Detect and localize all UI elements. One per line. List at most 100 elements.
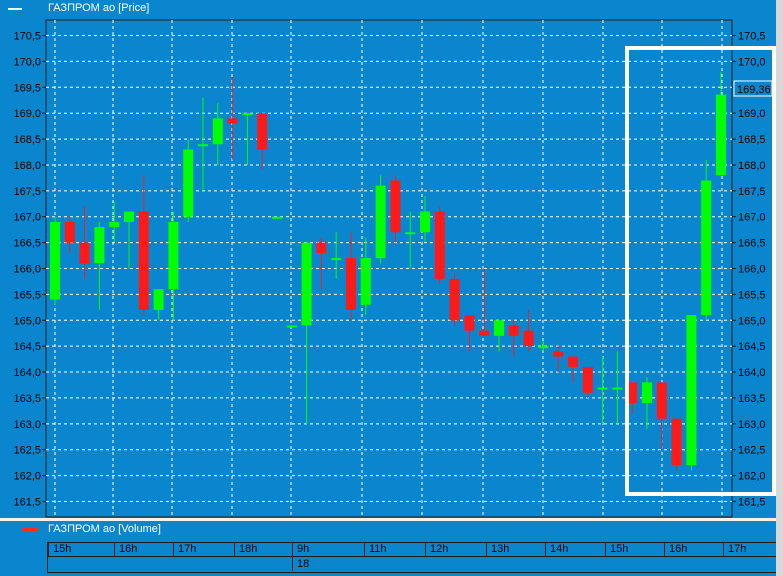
candle-body xyxy=(434,211,445,279)
y-tick-label-left: 167,0 xyxy=(13,212,41,224)
candle-body xyxy=(227,118,238,124)
y-tick-label-left: 168,5 xyxy=(13,134,41,146)
candle-body xyxy=(272,216,282,219)
y-tick-label-right: 166,0 xyxy=(738,264,766,276)
candle-body xyxy=(331,258,342,261)
y-tick-label-right: 168,5 xyxy=(738,134,766,146)
y-tick-label-left: 163,5 xyxy=(13,393,41,405)
y-tick-label-left: 166,5 xyxy=(13,238,41,250)
candle-body xyxy=(449,278,460,321)
window-right-edge xyxy=(776,0,783,576)
y-tick-label-left: 161,5 xyxy=(13,496,41,508)
time-label: 11h xyxy=(364,543,425,556)
candle-body xyxy=(612,387,623,390)
time-label: 16h xyxy=(664,543,723,556)
candle-body xyxy=(582,366,593,393)
candle-body xyxy=(390,180,401,233)
highlight-box xyxy=(625,46,776,496)
y-tick-label-left: 165,5 xyxy=(13,289,41,301)
y-tick-label-left: 169,0 xyxy=(13,108,41,120)
y-axis-left: 161,5 162,0 162,5 163,0 163,5 164,0 164,5 165,0… xyxy=(13,31,46,508)
candle-body xyxy=(64,221,75,243)
candle-body xyxy=(183,149,194,217)
candle-body xyxy=(701,180,712,316)
y-tick-label-left: 169,5 xyxy=(13,82,41,94)
y-tick-label-right: 161,5 xyxy=(738,496,766,508)
time-axis-dates: 18 xyxy=(47,557,783,573)
candle-body xyxy=(286,325,297,328)
y-tick-label-right: 165,0 xyxy=(738,315,766,327)
candle-body xyxy=(597,387,608,390)
time-label: 16h xyxy=(114,543,173,556)
y-tick-label-right: 164,0 xyxy=(738,367,766,379)
time-label: 15h xyxy=(605,543,664,556)
candle-body xyxy=(346,258,356,310)
candle-body xyxy=(257,113,268,150)
time-label: 14h xyxy=(545,543,605,556)
time-label: 15h xyxy=(48,543,114,556)
candle-body xyxy=(686,315,697,466)
candle-body xyxy=(671,418,682,466)
y-tick-label-right: 162,5 xyxy=(738,445,766,457)
candle-body xyxy=(716,94,726,176)
time-axis-hours: 15h 16h 17h 18h 9h 11h 12h 13h 14h 15h 16h 17h xyxy=(47,542,783,557)
y-tick-label-left: 165,0 xyxy=(13,315,41,327)
last-price-label: 169,36 xyxy=(737,84,771,96)
candle-body xyxy=(242,113,253,116)
time-label: 18h xyxy=(234,543,292,556)
y-tick-label-left: 163,0 xyxy=(13,419,41,431)
candle-body xyxy=(508,325,519,336)
y-tick-label-right: 164,5 xyxy=(738,341,766,353)
y-tick-label-right: 169,0 xyxy=(738,108,766,120)
candle-body xyxy=(568,356,578,367)
candle-body xyxy=(198,144,208,147)
candle-body xyxy=(464,315,475,331)
price-legend-swatch xyxy=(8,8,22,10)
y-tick-label-right: 170,0 xyxy=(738,56,766,68)
candle-body xyxy=(375,185,386,259)
candle-body xyxy=(494,320,504,336)
candle-body xyxy=(405,232,416,235)
candle-body xyxy=(109,221,120,228)
candle-body xyxy=(124,211,134,222)
y-tick-label-right: 162,0 xyxy=(738,471,766,483)
y-tick-label-left: 168,0 xyxy=(13,160,41,172)
candle-body xyxy=(420,211,430,233)
y-tick-label-right: 167,5 xyxy=(738,186,766,198)
price-legend-label: ГАЗПРОМ ао [Price] xyxy=(48,2,150,14)
y-tick-label-right: 165,5 xyxy=(738,289,766,301)
candles xyxy=(50,71,726,471)
candle-body xyxy=(627,382,638,404)
pane-divider[interactable] xyxy=(0,518,783,521)
candle-body xyxy=(360,258,371,305)
candle-body xyxy=(153,289,164,310)
y-tick-label-right: 170,5 xyxy=(738,31,766,43)
candle-body xyxy=(79,242,90,264)
candle-body xyxy=(553,351,564,357)
last-price-marker: 169,36 xyxy=(733,80,773,97)
candle-body xyxy=(168,221,179,290)
candle-body xyxy=(316,242,327,253)
y-tick-label-left: 166,0 xyxy=(13,264,41,276)
time-label: 9h xyxy=(292,543,364,556)
y-tick-label-left: 167,5 xyxy=(13,186,41,198)
volume-legend-swatch xyxy=(22,528,38,531)
date-label: 18 xyxy=(292,557,777,571)
candle-body xyxy=(538,346,549,349)
time-label: 12h xyxy=(425,543,486,556)
y-tick-label-right: 163,5 xyxy=(738,393,766,405)
y-tick-label-left: 164,5 xyxy=(13,341,41,353)
y-axis-right: 161,5 162,0 162,5 163,0 163,5 164,0 164,5 165,0… xyxy=(732,31,766,508)
y-tick-label-left: 162,0 xyxy=(13,471,41,483)
volume-legend-label: ГАЗПРОМ ао [Volume] xyxy=(48,523,161,535)
y-tick-label-left: 162,5 xyxy=(13,445,41,457)
candle-body xyxy=(212,118,223,145)
candle-body xyxy=(479,330,490,336)
y-tick-label-left: 170,5 xyxy=(13,31,41,43)
candle-body xyxy=(50,221,60,300)
price-chart: 161,5 162,0 162,5 163,0 163,5 164,0 164,5 165,0… xyxy=(13,19,776,518)
candle-body xyxy=(301,242,312,326)
candle-body xyxy=(642,382,652,404)
time-label: 13h xyxy=(486,543,545,556)
candle-body xyxy=(656,382,667,419)
